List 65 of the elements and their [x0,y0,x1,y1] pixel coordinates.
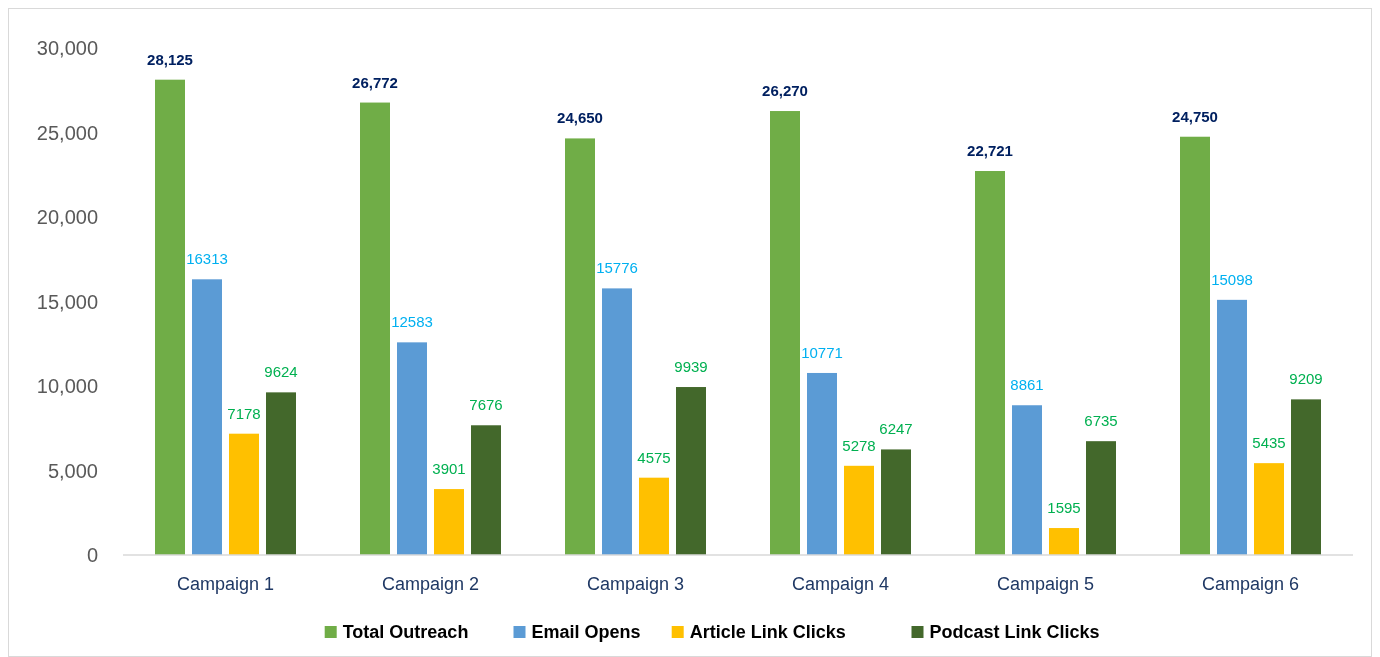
bar [155,79,185,555]
data-label: 4575 [637,448,671,466]
data-label: 10771 [801,343,843,361]
bar [1180,136,1210,555]
data-label: 9939 [674,358,708,376]
bar [229,433,259,555]
y-tick-label: 0 [86,544,98,566]
data-label: 6735 [1084,412,1118,430]
legend-label: Article Link Clicks [689,622,846,643]
bar [565,138,595,555]
bar [266,392,296,555]
x-tick-label: Campaign 5 [996,574,1095,594]
bar [807,372,837,555]
data-label: 15098 [1211,270,1253,288]
bar [192,279,222,555]
data-label: 28,125 [147,50,193,68]
y-tick-label: 5,000 [47,459,98,482]
data-label: 26,772 [352,73,398,91]
x-tick-label: Campaign 2 [381,574,480,594]
data-label: 6247 [879,420,913,438]
bar [434,489,464,555]
bar [471,425,501,555]
bar [1049,528,1079,555]
legend-label: Podcast Link Clicks [929,622,1100,643]
x-tick-label: Campaign 6 [1201,574,1300,594]
bar [1291,399,1321,555]
legend-label: Total Outreach [342,622,469,643]
data-label: 24,750 [1172,107,1218,125]
data-label: 8861 [1010,376,1044,394]
bar [1254,463,1284,555]
x-tick-label: Campaign 1 [176,574,275,594]
data-label: 3901 [432,460,466,478]
data-label: 5278 [842,436,876,454]
data-label: 9624 [264,363,298,381]
bar [1086,441,1116,555]
y-tick-label: 20,000 [36,206,98,228]
bar [1217,299,1247,555]
x-tick-label: Campaign 4 [791,574,890,594]
data-label: 12583 [391,313,433,331]
bar [844,465,874,555]
bar [360,102,390,555]
data-label: 24,650 [557,109,603,127]
data-label: 26,270 [762,82,808,100]
data-label: 9209 [1289,370,1323,388]
x-tick-label: Campaign 3 [586,574,685,594]
legend-label: Email Opens [531,622,641,643]
data-label: 7676 [469,396,503,414]
bar [1012,405,1042,555]
y-tick-label: 10,000 [36,375,98,397]
data-label: 5435 [1252,434,1286,452]
data-label: 1595 [1047,499,1081,517]
y-tick-label: 30,000 [36,37,98,59]
bar [975,171,1005,555]
bar [397,342,427,555]
bar [602,288,632,555]
data-label: 15776 [596,259,638,277]
data-label: 16313 [186,250,228,268]
bar [770,111,800,555]
y-tick-label: 25,000 [36,121,98,144]
data-label: 22,721 [967,142,1013,160]
y-tick-label: 15,000 [36,290,98,313]
bar [676,387,706,555]
bar [881,449,911,555]
data-label: 7178 [227,404,261,422]
bar [639,477,669,555]
